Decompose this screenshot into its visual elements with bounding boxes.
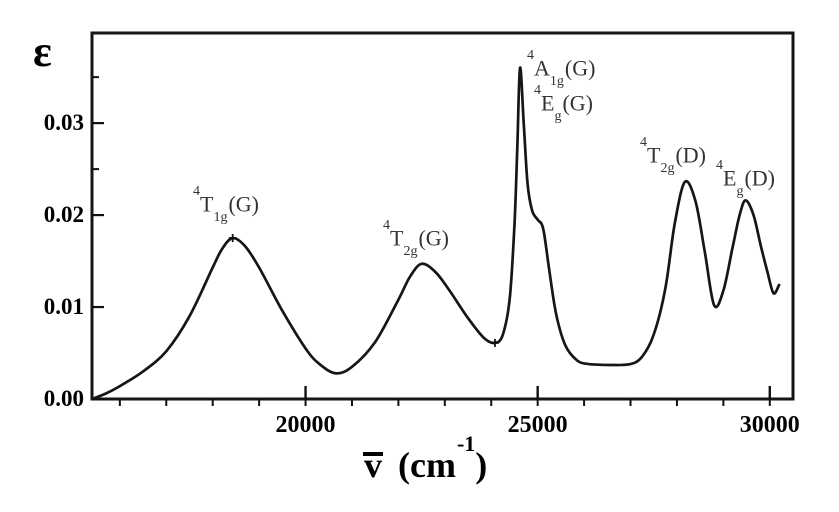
parent-state: (D) [675,142,706,168]
term-subscript: g [736,183,744,199]
nu-bar-symbol: v [362,444,384,487]
term-subscript: 1g [213,209,228,225]
term-symbol: E [541,90,555,116]
term-multiplicity: 4 [534,83,541,98]
parent-state: (D) [744,165,775,191]
peak-label-4A1g-G: 4A1g(G) [527,48,596,89]
peak-label-4T1g-G: 4T1g(G) [193,184,259,225]
y-tick-label: 0.00 [43,386,84,411]
term-subscript: 2g [660,160,675,176]
x-tick-label: 30000 [739,412,800,438]
parent-state: (G) [228,191,259,217]
parent-state: (G) [418,225,449,251]
term-subscript: 2g [403,243,418,259]
peak-label-4Eg-G: 4Eg(G) [534,83,593,124]
y-tick-label: 0.03 [43,110,84,136]
x-tick-label: 20000 [275,412,336,438]
parent-state: (G) [562,90,593,116]
peak-label-4Eg-D: 4Eg(D) [716,158,775,199]
x-axis-title: v (cm-1) [362,431,488,487]
unit-open: (cm [398,445,456,485]
term-multiplicity: 4 [527,48,534,63]
unit-close: ) [475,445,488,485]
term-multiplicity: 4 [716,158,723,173]
unit-exponent: -1 [456,431,476,456]
y-tick-label: 0.01 [43,294,84,320]
term-symbol: A [534,55,550,81]
term-symbol: T [200,191,214,217]
peak-label-4T2g-D: 4T2g(D) [640,135,706,176]
term-subscript: g [554,108,562,124]
term-multiplicity: 4 [640,135,647,150]
term-multiplicity: 4 [383,218,390,233]
spectrum-curve [90,66,781,401]
term-symbol: T [390,225,404,251]
term-symbol: E [723,165,737,191]
term-symbol: T [647,142,661,168]
term-subscript: 1g [549,73,564,89]
x-tick-label: 25000 [507,412,568,438]
term-multiplicity: 4 [193,184,200,199]
peak-label-4T2g-G: 4T2g(G) [383,218,449,259]
y-axis-title: ε [33,27,52,76]
y-tick-label: 0.02 [43,202,84,228]
parent-state: (G) [564,55,596,81]
